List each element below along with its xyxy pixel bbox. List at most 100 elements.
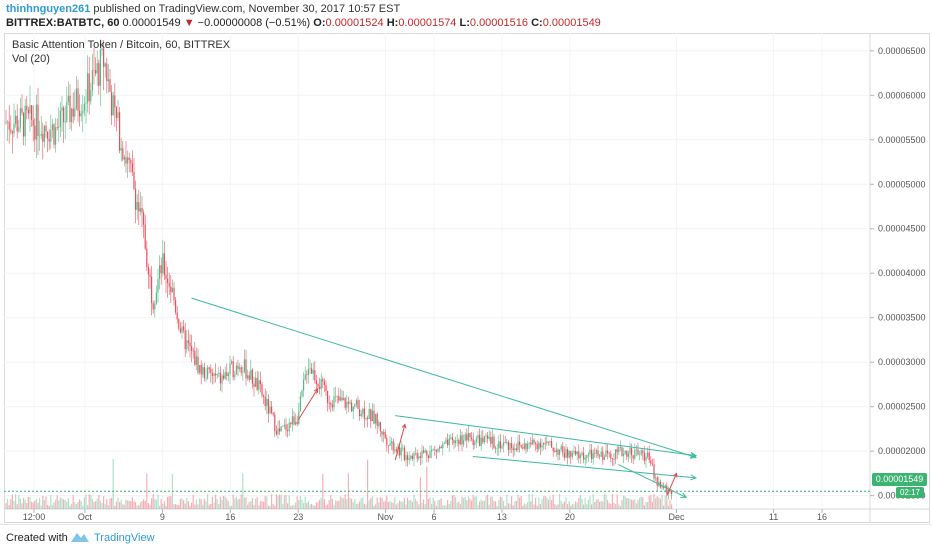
volume-bar — [154, 498, 156, 509]
volume-bar — [619, 505, 621, 509]
volume-bar — [176, 504, 178, 509]
candle-body — [448, 438, 450, 446]
candle-body — [335, 395, 337, 397]
candle-body — [407, 455, 409, 460]
tradingview-brand[interactable]: TradingView — [94, 532, 155, 544]
volume-bar — [659, 498, 661, 509]
candle-body — [343, 398, 345, 401]
candle-body — [141, 208, 143, 213]
candle-body — [387, 445, 389, 446]
time-axis[interactable]: 12:00 Oct 9 16 23 Nov 6 13 20 Dec 11 16 — [23, 509, 827, 522]
volume-bar — [616, 494, 618, 509]
candle-body — [475, 438, 477, 442]
candle-body — [301, 390, 303, 397]
volume-bar — [440, 498, 442, 509]
volume-bar — [162, 503, 164, 509]
price-tick-label: 0.00005500 — [878, 135, 926, 145]
volume-bar — [19, 498, 21, 509]
candle-body — [338, 396, 340, 401]
volume-bar — [507, 503, 509, 509]
candle-body — [458, 440, 460, 445]
candle-body — [258, 380, 260, 390]
volume-bar — [32, 502, 34, 509]
candle-body — [592, 453, 594, 460]
volume-bar — [269, 505, 271, 509]
candle-body — [183, 326, 185, 331]
price-chart[interactable]: 0.000015000.000020000.000025000.00003000… — [4, 33, 930, 523]
candle-body — [139, 208, 141, 212]
candle-body — [495, 447, 497, 449]
candle-body — [352, 406, 354, 412]
candle-body — [381, 431, 383, 435]
candle-body — [197, 356, 199, 373]
volume-bar — [197, 504, 199, 509]
candle-body — [50, 130, 52, 142]
volume-bar — [147, 503, 149, 509]
volume-bar — [629, 498, 631, 509]
candle-body — [471, 437, 473, 440]
volume-bar — [459, 503, 461, 509]
volume-bar — [181, 498, 183, 509]
volume-bar — [403, 497, 405, 509]
candle-body — [56, 127, 58, 128]
candle-body — [392, 441, 394, 451]
volume-bar — [448, 504, 450, 509]
volume-bar — [27, 496, 29, 509]
candle-body — [493, 436, 495, 448]
volume-bar — [26, 502, 28, 509]
candle-body — [391, 441, 393, 444]
volume-bar — [466, 500, 468, 509]
volume-bar — [215, 494, 217, 509]
candle-body — [408, 458, 410, 460]
volume-bar — [519, 497, 521, 509]
candle-body — [96, 63, 98, 74]
candle-body — [184, 330, 186, 350]
candle-body — [563, 453, 565, 458]
candle-body — [194, 350, 196, 365]
publisher-line: thinhnguyen261 published on TradingView.… — [6, 3, 400, 15]
author-link[interactable]: thinhnguyen261 — [6, 3, 91, 15]
price-axis[interactable]: 0.000015000.000020000.000025000.00003000… — [870, 46, 926, 501]
candle-body — [53, 124, 55, 145]
trendlines[interactable] — [191, 297, 698, 498]
volume-bar — [386, 495, 388, 509]
volume-bar — [288, 495, 290, 509]
annotation-arrows[interactable] — [297, 388, 678, 496]
candle-body — [189, 342, 191, 347]
volume-bar — [104, 504, 106, 509]
volume-bar — [395, 504, 397, 509]
candle-body — [419, 456, 421, 458]
volume-bar — [394, 497, 396, 509]
candle-body — [511, 443, 513, 448]
candle-body — [608, 453, 610, 454]
candle-body — [544, 443, 546, 444]
candle-body — [466, 434, 468, 441]
volume-bar — [477, 504, 479, 509]
volume-bar — [39, 498, 41, 509]
volume-bar — [290, 505, 292, 509]
candle-body — [506, 441, 508, 443]
volume-bar — [107, 504, 109, 509]
candle-body — [487, 435, 489, 439]
volume-bar — [240, 494, 242, 509]
trendline-arrowhead — [690, 474, 698, 481]
candle-body — [87, 73, 89, 104]
volume-bar — [317, 502, 319, 509]
candle-body — [218, 372, 220, 374]
candle-body — [106, 63, 108, 82]
volume-bar — [31, 501, 33, 509]
volume-bar — [48, 505, 50, 509]
candle-body — [330, 403, 332, 405]
volume-bar — [528, 494, 530, 509]
volume-bar — [87, 504, 89, 509]
volume-bar — [114, 505, 116, 509]
volume-bar — [583, 504, 585, 509]
candle-body — [567, 449, 569, 458]
volume-bar — [602, 501, 604, 509]
candle-body — [144, 224, 146, 249]
candle-body — [496, 448, 498, 449]
candle-body — [515, 448, 517, 450]
price-tick-label: 0.00003000 — [878, 357, 926, 367]
candle-body — [531, 439, 533, 445]
volume-bar — [410, 499, 412, 509]
